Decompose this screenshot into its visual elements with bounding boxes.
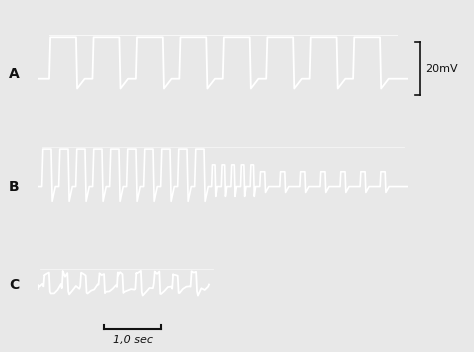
- Text: A: A: [9, 67, 19, 81]
- Text: B: B: [9, 180, 19, 194]
- Text: 1,0 sec: 1,0 sec: [113, 335, 153, 345]
- Text: C: C: [9, 278, 19, 292]
- Text: 20mV: 20mV: [425, 64, 458, 74]
